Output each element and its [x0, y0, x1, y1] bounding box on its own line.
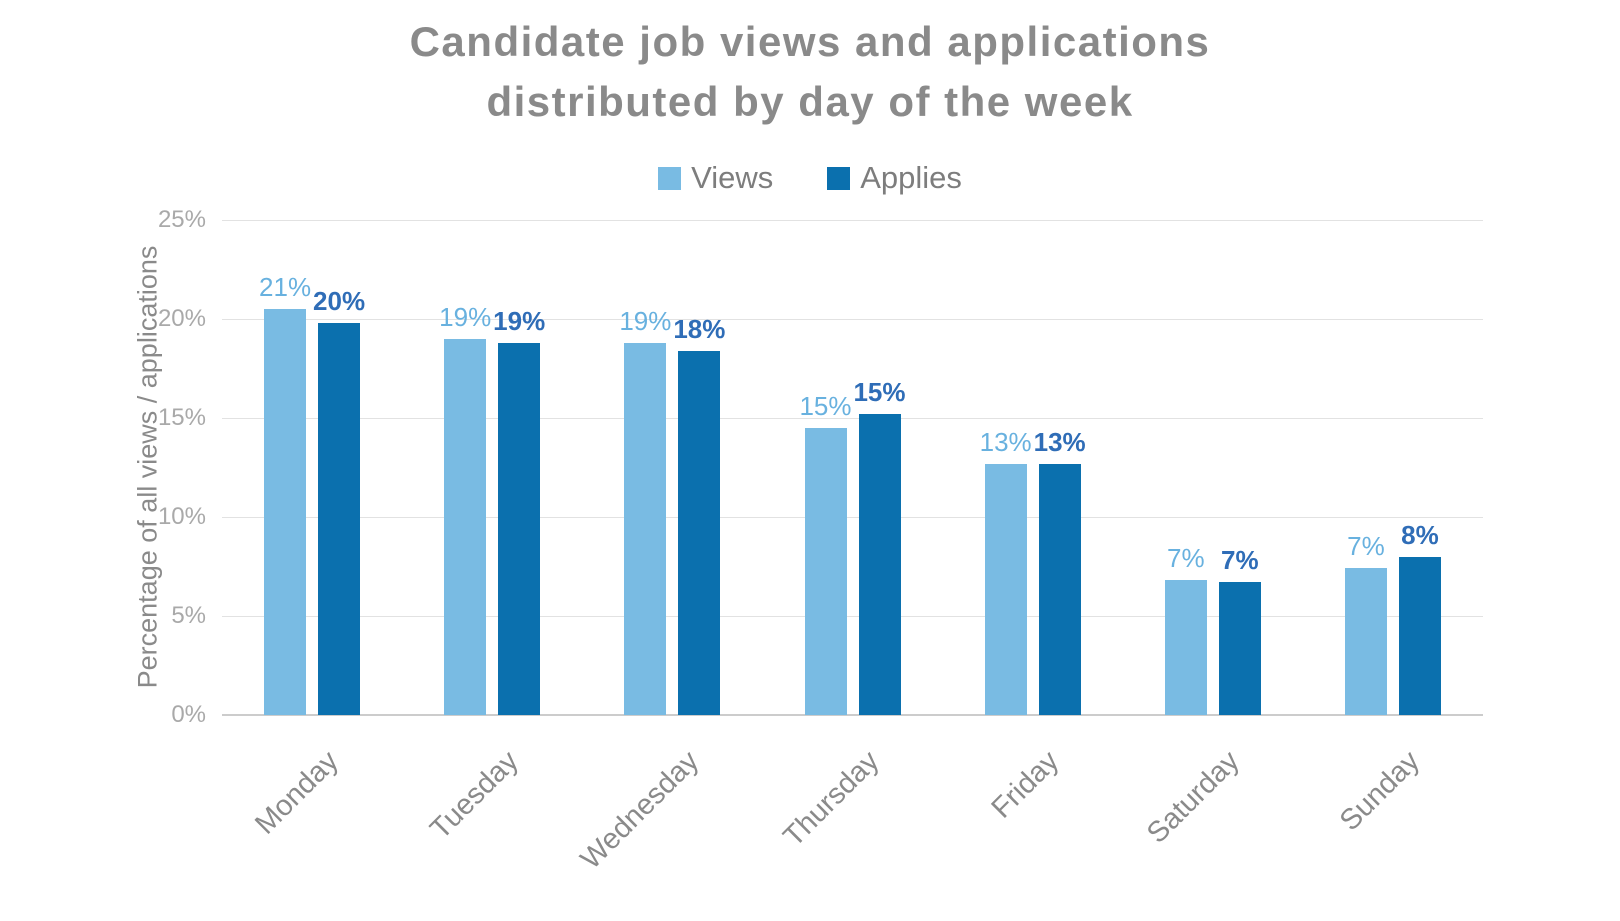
chart-title-line-2: distributed by day of the week	[486, 78, 1134, 125]
bar-label-applies-friday: 13%	[1033, 426, 1086, 457]
y-tick-label-10: 10%	[157, 503, 206, 530]
y-tick-label-0: 0%	[171, 701, 206, 728]
plot-area: 0% 5% 10% 15% 20% 25% 21% 20% Monday 19% 19% Tuesda…	[158, 206, 1483, 876]
x-axis-label-monday: Monday	[249, 745, 345, 841]
bar-views-monday	[264, 309, 307, 715]
gridline-5	[222, 616, 1483, 617]
gridline-15	[222, 418, 1483, 419]
x-axis-label-tuesday: Tuesday	[424, 745, 525, 846]
bar-label-views-wednesday: 19%	[619, 305, 672, 336]
gridline-20	[222, 319, 1483, 320]
bar-label-applies-saturday: 7%	[1220, 545, 1259, 576]
legend-item-applies: Applies	[827, 160, 962, 196]
bar-applies-saturday	[1218, 582, 1261, 715]
bar-label-views-thursday: 15%	[799, 390, 852, 421]
legend-label-views: Views	[691, 160, 774, 195]
y-tick-label-5: 5%	[171, 602, 206, 629]
gridline-10	[222, 517, 1483, 518]
bar-views-thursday	[804, 427, 847, 715]
y-tick-label-20: 20%	[157, 305, 206, 332]
x-axis-label-saturday: Saturday	[1140, 745, 1246, 850]
bar-applies-wednesday	[678, 350, 721, 715]
bar-views-tuesday	[444, 338, 487, 715]
legend-item-views: Views	[658, 160, 773, 196]
x-axis-label-sunday: Sunday	[1333, 745, 1426, 838]
bar-label-applies-sunday: 8%	[1401, 519, 1439, 550]
views-swatch-icon	[658, 166, 682, 190]
bar-label-views-monday: 21%	[259, 272, 312, 303]
bar-label-views-tuesday: 19%	[439, 301, 492, 332]
chart-title-line-1: Candidate job views and applications	[409, 18, 1211, 65]
bar-label-applies-tuesday: 19%	[493, 305, 546, 336]
y-tick-label-25: 25%	[157, 206, 206, 233]
bar-views-wednesday	[624, 342, 667, 715]
bar-applies-tuesday	[498, 342, 541, 715]
applies-swatch-icon	[827, 166, 851, 190]
bar-applies-monday	[318, 322, 361, 715]
bar-label-views-friday: 13%	[979, 426, 1032, 457]
x-axis-label-thursday: Thursday	[777, 745, 886, 854]
bar-applies-thursday	[858, 414, 901, 715]
bar-label-applies-wednesday: 18%	[673, 313, 726, 344]
bar-label-applies-thursday: 15%	[853, 377, 906, 408]
gridline-0	[222, 714, 1483, 716]
legend-label-applies: Applies	[860, 160, 962, 195]
legend: Views Applies	[0, 160, 1620, 196]
x-axis-label-friday: Friday	[985, 745, 1066, 825]
x-axis-label-wednesday: Wednesday	[574, 745, 705, 876]
gridline-25	[222, 220, 1483, 221]
bar-label-views-saturday: 7%	[1166, 543, 1205, 574]
chart-title: Candidate job views and applications dis…	[0, 12, 1620, 132]
y-tick-label-15: 15%	[157, 404, 206, 431]
bar-label-applies-monday: 20%	[313, 285, 366, 316]
bar-label-views-sunday: 7%	[1347, 531, 1385, 562]
bar-views-friday	[984, 463, 1027, 715]
bar-views-sunday	[1344, 568, 1387, 715]
bar-views-saturday	[1164, 580, 1207, 715]
bar-applies-sunday	[1398, 556, 1441, 715]
bar-applies-friday	[1038, 463, 1081, 715]
